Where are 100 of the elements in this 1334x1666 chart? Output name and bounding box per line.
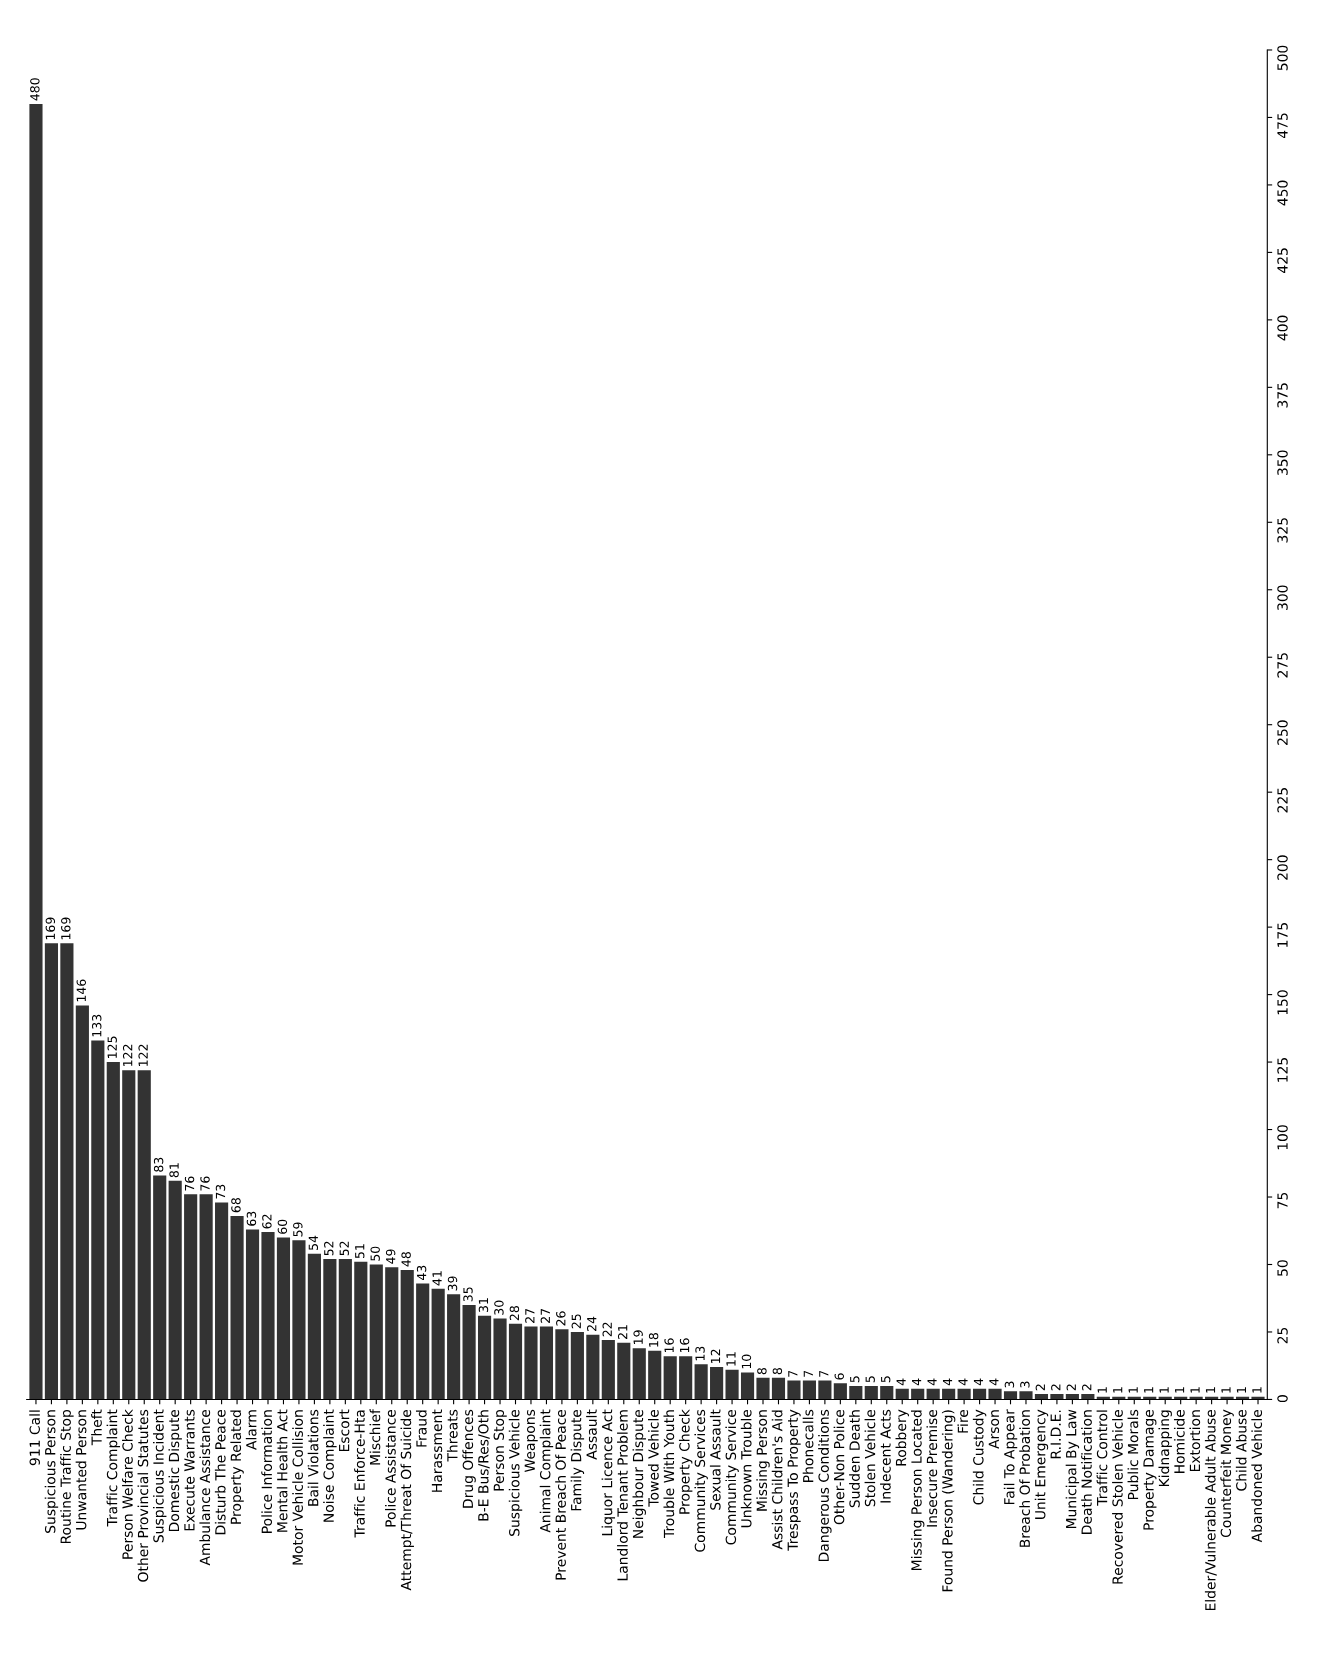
x-tick-label: Weapons [524,1409,538,1473]
x-tick-label: Suspicious Incident [152,1409,167,1543]
data-label: 81 [169,1163,179,1178]
x-tick-label: Fire [957,1409,969,1433]
x-tick-label: Fraud [415,1410,427,1447]
data-label: 16 [664,1338,674,1353]
x-tick-label: Attempt/Threat Of Suicide [400,1409,414,1591]
x-tick-label: Property Related [230,1410,244,1524]
data-label: 4 [989,1378,999,1386]
y-tick-label: 350 [1277,450,1288,475]
x-tick-label: Breach Of Probation [1019,1410,1031,1547]
data-label: 49 [385,1249,396,1264]
y-tick-label: 100 [1277,1125,1288,1150]
x-tick-label: Traffic Enforce-Hta [354,1410,365,1538]
data-label: 2 [1051,1384,1061,1391]
x-tick-label: Stolen Vehicle [864,1409,876,1507]
y-tick-label: 325 [1277,518,1288,543]
data-label: 54 [308,1235,319,1250]
x-tick-label: 911 Call [29,1410,40,1466]
data-label: 30 [494,1300,504,1315]
x-tick-label: Alarm [245,1410,257,1450]
x-tick-label: Harassment [431,1409,443,1492]
data-label: 1 [1252,1387,1262,1393]
x-tick-label: Liquor Licence Act [601,1409,616,1536]
x-tick-label: Missing Person [756,1410,770,1511]
data-label: 169 [61,917,71,940]
data-label: 43 [416,1265,427,1280]
x-tick-label: Trespass To Property [787,1409,801,1551]
data-label: 48 [401,1252,411,1267]
x-tick-label: Municipal By Law [1065,1409,1080,1529]
data-label: 63 [246,1211,257,1226]
data-label: 1 [1128,1387,1138,1393]
x-tick-label: B-E Bus/Res/Oth [477,1410,490,1521]
y-tick-label: 425 [1277,248,1288,273]
y-tick-label: 25 [1277,1327,1288,1344]
data-label: 2 [1082,1384,1092,1391]
x-tick-label: Mischief [369,1408,381,1465]
x-tick-label: Execute Warrants [184,1409,195,1531]
data-label: 60 [277,1219,288,1234]
data-label: 21 [617,1325,628,1340]
x-tick-label: Homicide [1173,1409,1185,1473]
data-label: 4 [912,1378,922,1386]
data-label: 5 [865,1376,875,1383]
x-tick-label: Insecure Premise [926,1409,938,1527]
x-tick-label: Counterfeit Money [1220,1409,1234,1538]
x-tick-label: Community Services [694,1409,708,1552]
x-tick-label: Motor Vehicle Collision [292,1410,303,1565]
data-label: 8 [757,1367,767,1375]
x-tick-label: Fail To Appear [1003,1409,1018,1505]
data-label: 2 [1035,1384,1045,1391]
x-tick-label: Other Provincial Statutes [137,1409,149,1582]
x-tick-label: Elder/Vulnerable Adult Abuse [1204,1409,1217,1611]
x-tick-label: Threats [446,1409,458,1462]
x-tick-label: Assault [586,1409,597,1460]
data-label: 4 [942,1378,953,1386]
data-label: 4 [973,1378,984,1386]
y-tick-label: 175 [1277,923,1288,947]
data-label: 62 [262,1214,272,1229]
data-label: 16 [679,1338,690,1353]
x-tick-label: Traffic Complaint [106,1409,121,1527]
x-tick-label: Traffic Control [1096,1410,1108,1506]
data-label: 41 [432,1271,442,1286]
data-label: 39 [447,1276,458,1291]
data-label: 4 [896,1378,906,1386]
data-label: 22 [602,1322,612,1337]
data-label: 122 [122,1044,133,1067]
x-tick-label: Unit Emergency [1034,1409,1049,1519]
data-label: 35 [463,1287,473,1302]
y-tick-label: 50 [1277,1260,1288,1276]
data-label: 7 [788,1370,798,1377]
data-label: 2 [1066,1384,1076,1391]
data-label: 19 [633,1330,643,1345]
data-label: 13 [695,1346,705,1361]
x-tick-label: Robbery [895,1409,909,1466]
data-label: 83 [153,1157,164,1172]
x-tick-label: Public Morals [1127,1409,1139,1500]
y-tick-label: 300 [1277,585,1288,610]
x-tick-label: Suspicious Vehicle [508,1409,523,1536]
data-label: 25 [571,1314,582,1329]
y-tick-label: 75 [1277,1192,1288,1209]
y-tick-label: 450 [1277,180,1288,206]
x-tick-label: Escort [339,1409,350,1452]
x-tick-label: Property Damage [1143,1409,1157,1530]
data-label: 169 [45,917,56,940]
data-label: 7 [819,1370,829,1377]
data-label: 10 [741,1354,752,1369]
x-tick-label: Death Notification [1081,1410,1092,1534]
data-label: 7 [803,1370,813,1377]
data-label: 52 [339,1241,349,1256]
y-tick-label: 400 [1277,315,1288,341]
data-label: 480 [30,78,40,101]
x-tick-label: Community Service [725,1409,739,1545]
x-tick-label: R.I.D.E. [1050,1410,1061,1459]
data-label: 27 [540,1308,550,1323]
x-tick-label: Ambulance Assistance [199,1409,211,1566]
x-tick-label: Found Person (Wandering) [941,1410,956,1592]
x-tick-label: Extortion [1189,1410,1201,1472]
data-label: 4 [927,1378,937,1386]
data-label: 133 [92,1014,102,1037]
data-label: 1 [1205,1387,1216,1393]
